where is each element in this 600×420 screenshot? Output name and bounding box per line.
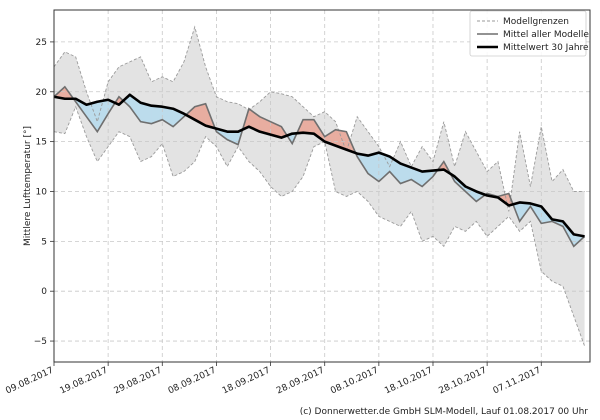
model-mean-line xyxy=(53,85,586,248)
legend-box xyxy=(469,10,587,57)
x-tick-label: 18.10.2017 xyxy=(383,366,434,397)
x-tick-label: 28.10.2017 xyxy=(437,366,488,397)
plot-frame xyxy=(53,9,591,363)
series-lines xyxy=(53,25,586,347)
copyright-footer: (c) Donnerwetter.de GmbH SLM-Modell, Lau… xyxy=(299,407,588,417)
climate-mean-line xyxy=(53,93,585,238)
y-tick-label: 15 xyxy=(36,138,47,148)
x-tick-label: 29.08.2017 xyxy=(113,366,164,397)
model-range-band xyxy=(54,26,585,347)
x-ticks: 09.08.2017 19.08.2017 29.08.2017 08.09.2017… xyxy=(4,362,543,397)
y-tick-label: 10 xyxy=(36,187,48,197)
y-tick-label: −5 xyxy=(34,337,47,347)
x-tick-label: 19.08.2017 xyxy=(58,366,109,397)
band-fill xyxy=(54,26,585,347)
x-tick-label: 18.09.2017 xyxy=(221,366,272,397)
y-tick-label: 20 xyxy=(36,88,48,98)
x-tick-label: 09.08.2017 xyxy=(4,366,55,397)
grid xyxy=(53,10,590,362)
upper-bound-line xyxy=(53,25,585,212)
y-tick-label: 0 xyxy=(41,287,47,297)
axes xyxy=(53,9,591,363)
legend: Modellgrenzen Mittel aller Modelle Mitte… xyxy=(469,10,589,57)
y-axis-label: Mittlere Lufttemperatur [°] xyxy=(23,126,33,246)
y-ticks: −5 0 5 10 15 20 25 xyxy=(34,38,54,347)
x-tick-label: 28.09.2017 xyxy=(275,366,326,397)
legend-label-modellgrenzen: Modellgrenzen xyxy=(503,17,569,27)
y-tick-label: 25 xyxy=(36,38,47,48)
x-tick-label: 08.09.2017 xyxy=(167,366,218,397)
x-tick-label: 07.11.2017 xyxy=(492,366,543,397)
x-tick-label: 08.10.2017 xyxy=(329,366,380,397)
y-tick-label: 5 xyxy=(41,237,47,247)
lower-bound-line xyxy=(53,105,586,347)
legend-label-modellmittel: Mittel aller Modelle xyxy=(503,30,589,40)
legend-label-klimamittel: Mittelwert 30 Jahre xyxy=(503,43,589,53)
